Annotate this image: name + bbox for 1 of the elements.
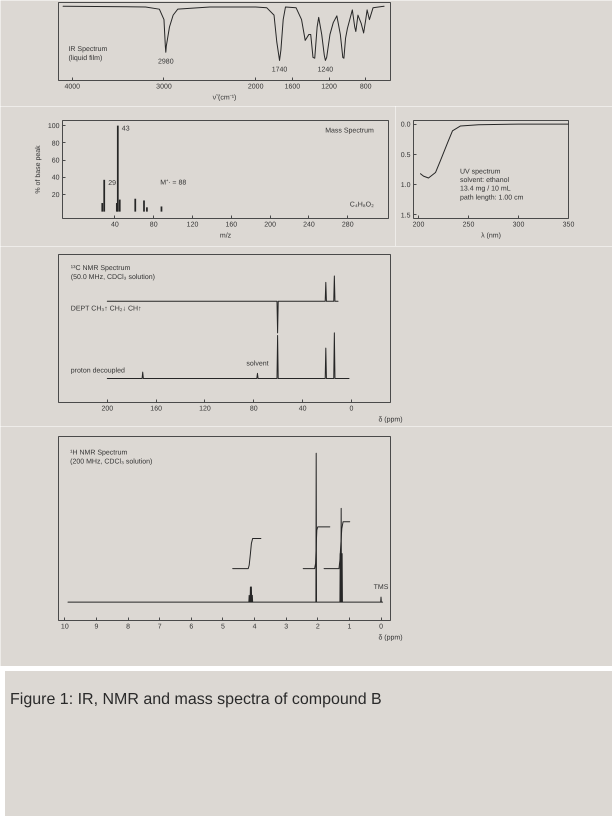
caption: Figure 1: IR, NMR and mass spectra of compound B [10,690,382,710]
